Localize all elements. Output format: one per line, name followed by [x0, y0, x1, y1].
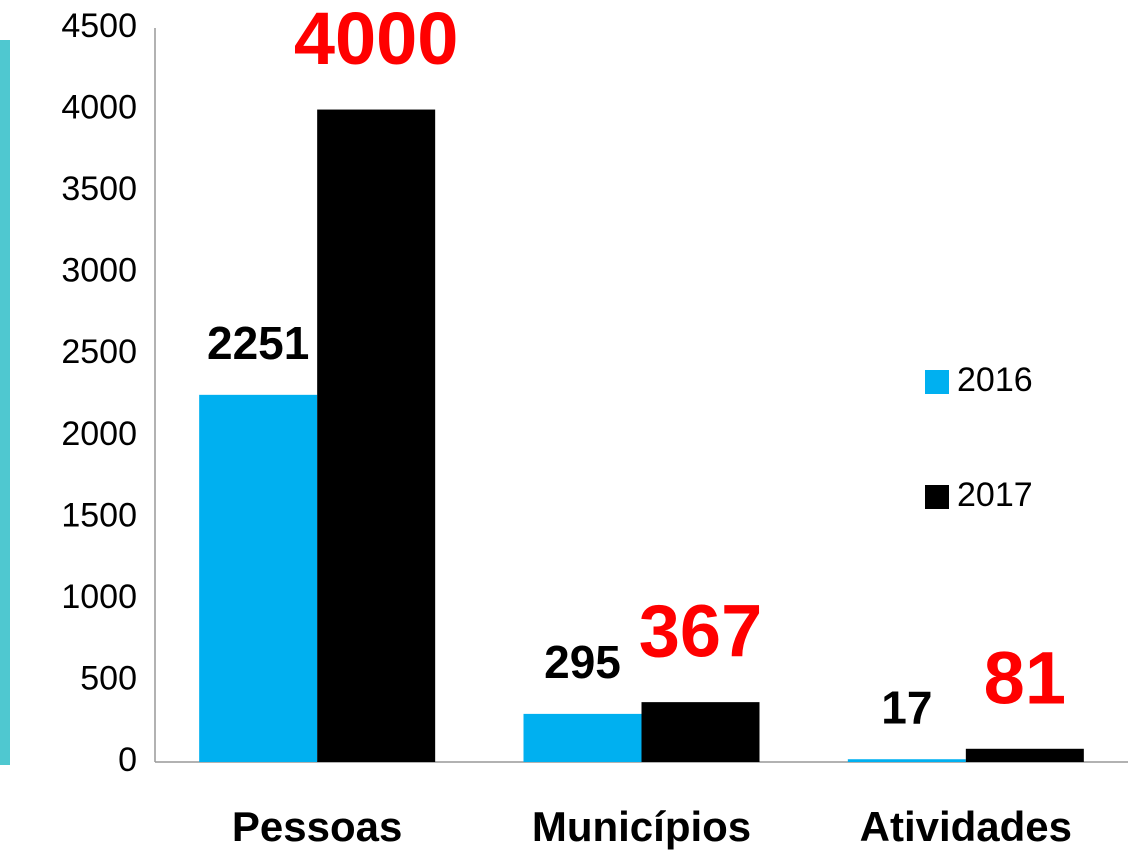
data-label: 81: [984, 636, 1066, 719]
y-tick-label: 2500: [61, 333, 137, 371]
bar: [641, 702, 760, 762]
data-label: 2251: [207, 317, 309, 369]
legend-label: 2016: [957, 361, 1033, 399]
y-tick-label: 500: [80, 659, 137, 697]
data-label: 295: [544, 636, 621, 688]
y-tick-label: 2000: [61, 415, 137, 453]
x-tick-label: Municípios: [532, 803, 751, 850]
y-tick-label: 4000: [61, 89, 137, 127]
x-tick-label: Atividades: [860, 803, 1072, 850]
bar: [523, 713, 642, 762]
y-tick-label: 4500: [61, 7, 137, 45]
data-label: 367: [639, 590, 762, 673]
y-tick-label: 3000: [61, 252, 137, 290]
y-tick-label: 0: [118, 741, 137, 779]
y-tick-label: 1500: [61, 496, 137, 534]
data-label: 17: [881, 681, 932, 733]
y-tick-label: 3500: [61, 170, 137, 208]
x-tick-label: Pessoas: [232, 803, 402, 850]
bar: [317, 109, 436, 763]
bar: [965, 748, 1084, 762]
bar: [199, 394, 318, 762]
legend-swatch: [925, 370, 949, 394]
side-strip: [0, 40, 10, 765]
legend-swatch: [925, 485, 949, 509]
data-label: 4000: [294, 0, 459, 80]
bar: [847, 759, 966, 762]
legend-label: 2017: [957, 476, 1033, 514]
y-tick-label: 1000: [61, 578, 137, 616]
